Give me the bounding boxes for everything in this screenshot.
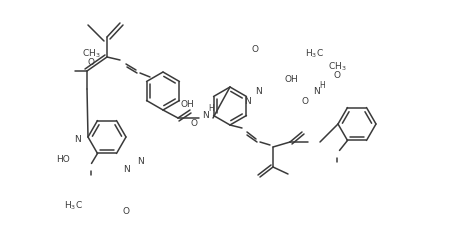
- Text: OH: OH: [180, 100, 194, 109]
- Text: OH: OH: [285, 75, 298, 84]
- Text: O: O: [122, 207, 129, 216]
- Text: H$_3$C: H$_3$C: [64, 199, 83, 211]
- Text: H: H: [207, 104, 213, 113]
- Text: O: O: [251, 45, 258, 54]
- Text: N: N: [243, 97, 250, 106]
- Text: N: N: [137, 156, 143, 165]
- Text: N: N: [202, 111, 208, 120]
- Text: N: N: [123, 165, 129, 174]
- Text: O: O: [190, 119, 197, 128]
- Text: O: O: [301, 97, 308, 106]
- Text: N: N: [312, 87, 319, 96]
- Text: N: N: [74, 134, 81, 143]
- Text: O: O: [333, 71, 340, 80]
- Text: CH$_3$: CH$_3$: [327, 60, 346, 73]
- Text: CH$_3$: CH$_3$: [82, 47, 101, 60]
- Text: O: O: [88, 58, 95, 67]
- Text: H: H: [318, 80, 324, 89]
- Text: HO: HO: [56, 155, 70, 164]
- Text: N: N: [254, 87, 261, 96]
- Text: H$_3$C: H$_3$C: [304, 48, 323, 60]
